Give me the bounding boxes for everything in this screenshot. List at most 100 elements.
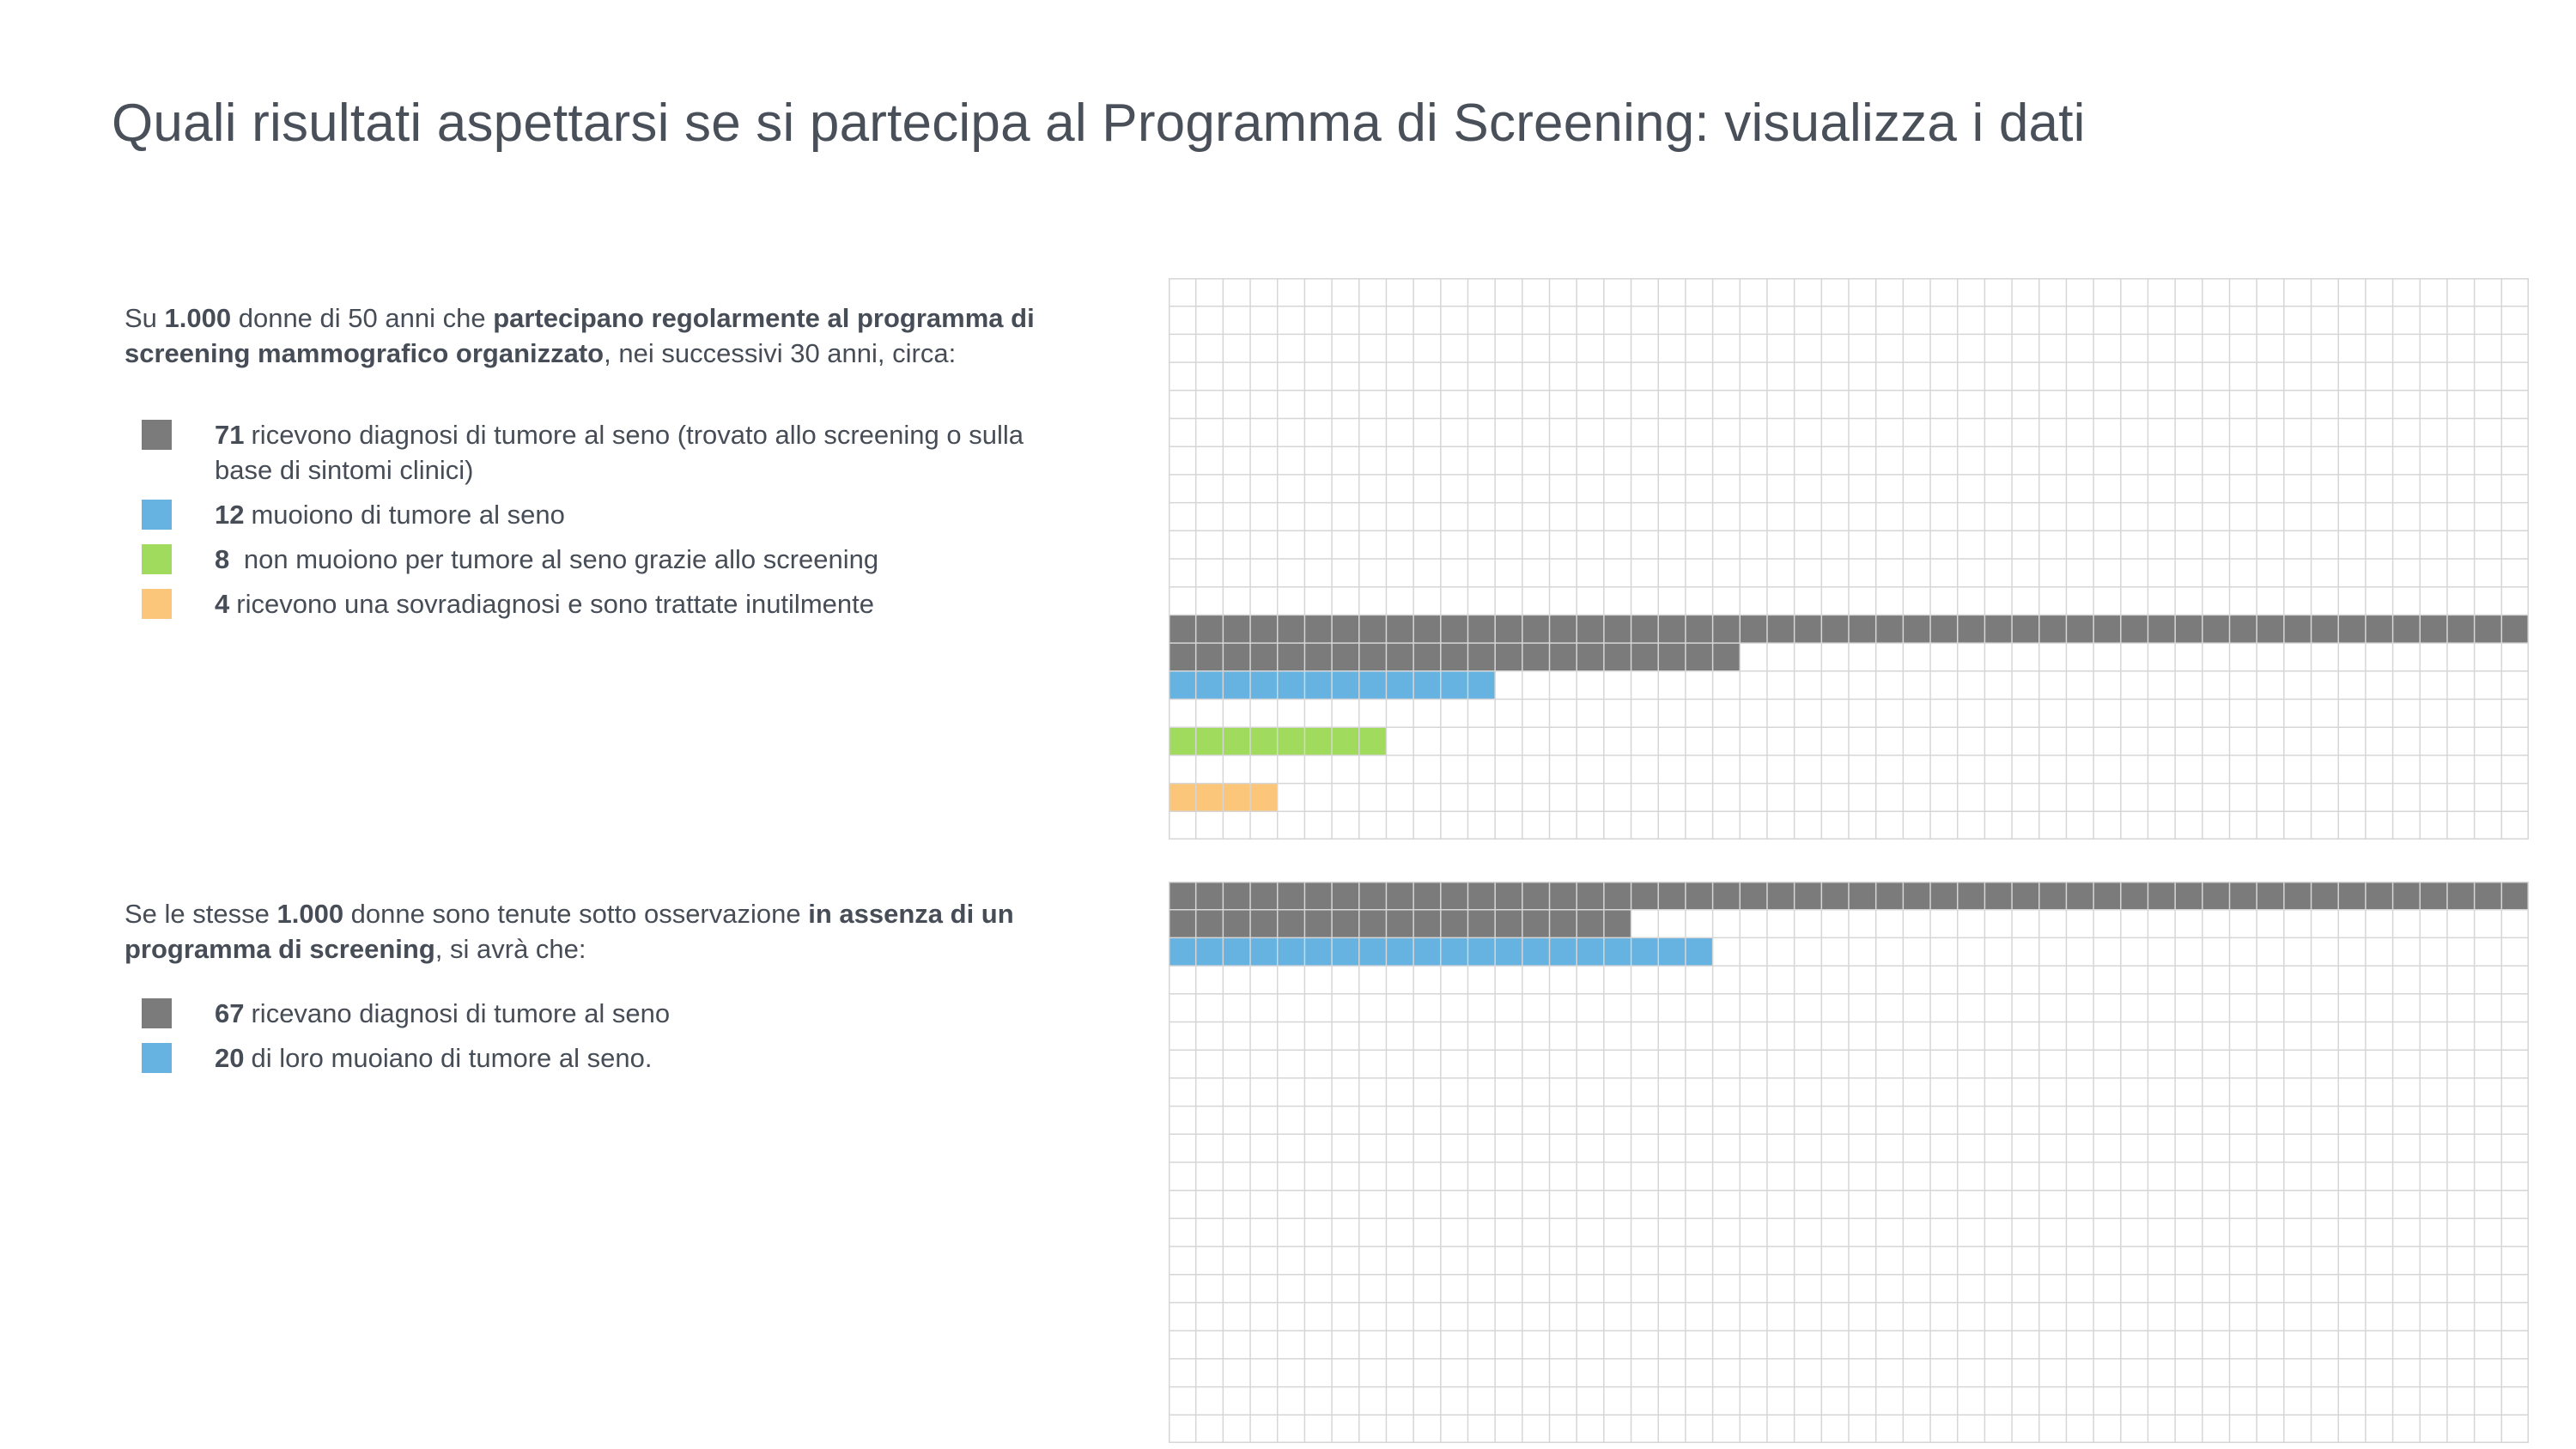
- waffle-cell: [1658, 1162, 1686, 1191]
- waffle-cell: [2365, 418, 2393, 447]
- waffle-cell: [1495, 699, 1522, 728]
- waffle-cell: [1712, 1134, 1741, 1162]
- waffle-cell: [2120, 727, 2148, 755]
- waffle-cell: [2501, 783, 2529, 812]
- waffle-cell: [1440, 418, 1468, 447]
- waffle-cell: [2038, 909, 2067, 938]
- waffle-cell: [1386, 390, 1414, 419]
- waffle-cell: [1957, 937, 1985, 967]
- waffle-cell: [1603, 1218, 1631, 1247]
- legend-label: 12 muoiono di tumore al seno: [215, 497, 1086, 532]
- waffle-cell: [1685, 586, 1713, 615]
- waffle-cell: [1549, 530, 1577, 559]
- waffle-cell: [2093, 1302, 2121, 1331]
- waffle-cell-filled: [1495, 643, 1522, 671]
- waffle-cell: [1440, 1331, 1468, 1359]
- waffle-cell: [2257, 909, 2284, 938]
- waffle-cell: [1712, 1302, 1741, 1331]
- waffle-cell: [1603, 1358, 1631, 1387]
- waffle-cell: [2257, 1106, 2284, 1135]
- waffle-cell: [1250, 530, 1278, 559]
- waffle-cell: [1821, 1274, 1849, 1303]
- waffle-cell: [1577, 278, 1604, 306]
- waffle-cell: [2066, 670, 2094, 700]
- waffle-cell: [1712, 1415, 1741, 1443]
- waffle-cell: [1549, 670, 1577, 700]
- waffle-cell: [1794, 559, 1822, 587]
- waffle-cell: [2202, 474, 2230, 503]
- waffle-cell: [1332, 390, 1359, 419]
- waffle-cell: [1169, 1358, 1196, 1387]
- waffle-cell: [1495, 755, 1522, 784]
- waffle-cell: [1794, 993, 1822, 1022]
- waffle-cell-filled: [1522, 615, 1550, 644]
- waffle-cell: [2501, 586, 2529, 615]
- waffle-cell: [1223, 530, 1251, 559]
- waffle-cell: [1930, 1358, 1958, 1387]
- waffle-cell: [1413, 278, 1441, 306]
- waffle-cell: [1304, 1218, 1333, 1247]
- waffle-cell: [1440, 1050, 1468, 1078]
- waffle-cell: [2338, 727, 2366, 755]
- waffle-cell: [2175, 1302, 2202, 1331]
- waffle-cell: [2338, 1134, 2366, 1162]
- waffle-cell: [1277, 474, 1305, 503]
- waffle-cell: [1957, 1077, 1985, 1106]
- waffle-cell: [2501, 993, 2529, 1022]
- waffle-cell: [2093, 811, 2121, 840]
- waffle-cell: [2012, 334, 2039, 363]
- waffle-cell: [1740, 811, 1767, 840]
- waffle-cell-filled: [1304, 937, 1333, 967]
- waffle-cell: [2257, 755, 2284, 784]
- waffle-cell: [2365, 1106, 2393, 1135]
- waffle-cell: [1467, 278, 1496, 306]
- waffle-cell: [2202, 937, 2230, 967]
- waffle-cell: [2038, 670, 2067, 700]
- waffle-cell: [1195, 1331, 1224, 1359]
- waffle-cell: [2175, 390, 2202, 419]
- waffle-cell: [2120, 670, 2148, 700]
- waffle-cell: [1658, 1106, 1686, 1135]
- waffle-cell: [1304, 530, 1333, 559]
- waffle-cell: [2257, 1190, 2284, 1219]
- waffle-cell: [1440, 993, 1468, 1022]
- waffle-cell: [1195, 966, 1224, 994]
- waffle-cell: [2501, 1274, 2529, 1303]
- waffle-cell: [2066, 1331, 2094, 1359]
- waffle-cell: [2392, 966, 2421, 994]
- waffle-cell: [1794, 1302, 1822, 1331]
- waffle-cell: [2066, 1274, 2094, 1303]
- waffle-cell: [1957, 1246, 1985, 1275]
- waffle-cell: [1223, 1218, 1251, 1247]
- waffle-cell: [1875, 306, 1904, 335]
- waffle-cell-filled: [1603, 643, 1631, 671]
- waffle-cell: [2066, 559, 2094, 587]
- waffle-cell: [1930, 390, 1958, 419]
- waffle-cell: [1467, 446, 1496, 475]
- waffle-cell: [1549, 362, 1577, 391]
- waffle-cell: [2012, 1415, 2039, 1443]
- waffle-cell: [1957, 1331, 1985, 1359]
- waffle-cell: [1495, 418, 1522, 447]
- waffle-cell: [1685, 727, 1713, 755]
- waffle-cell: [1386, 1358, 1414, 1387]
- waffle-cell: [2120, 530, 2148, 559]
- waffle-cell: [1766, 1358, 1795, 1387]
- waffle-cell: [2148, 586, 2176, 615]
- waffle-cell: [1603, 586, 1631, 615]
- waffle-cell: [1794, 1190, 1822, 1219]
- waffle-cell: [1712, 1077, 1741, 1106]
- waffle-cell: [1712, 474, 1741, 503]
- waffle-cell: [1685, 530, 1713, 559]
- waffle-cell: [2501, 530, 2529, 559]
- waffle-cell: [1930, 502, 1958, 531]
- waffle-cell: [2038, 1106, 2067, 1135]
- waffle-cell: [1875, 1106, 1904, 1135]
- waffle-cell: [1930, 586, 1958, 615]
- waffle-cell: [1577, 1302, 1604, 1331]
- waffle-cell: [2283, 278, 2312, 306]
- waffle-cell: [2257, 559, 2284, 587]
- waffle-cell: [2446, 783, 2475, 812]
- waffle-cell: [1223, 1274, 1251, 1303]
- waffle-cell: [2501, 1386, 2529, 1416]
